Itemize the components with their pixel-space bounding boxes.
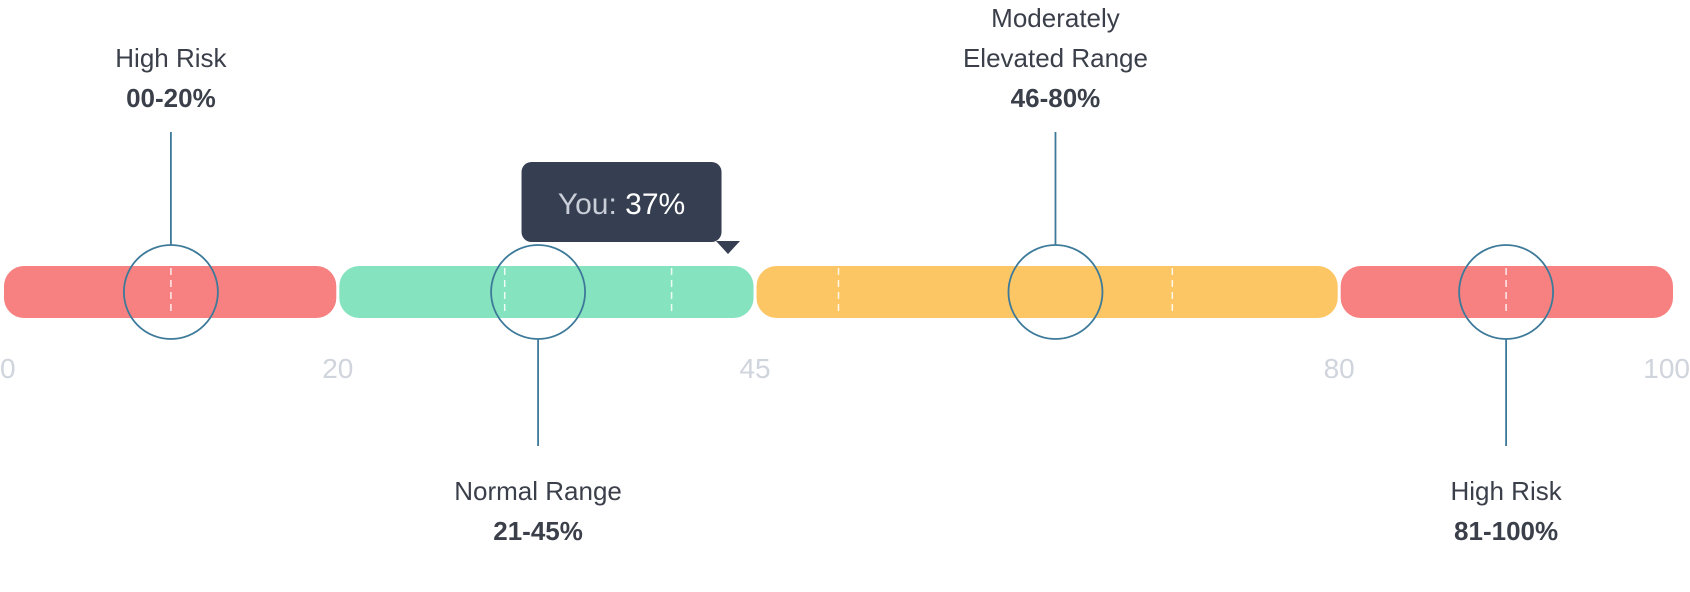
- range-labels: High Risk 00-20% Normal Range 21-45% Moderat…: [115, 3, 1562, 546]
- tick-label-2: 45: [739, 353, 770, 384]
- segment-range-label-3: 81-100%: [1454, 516, 1558, 546]
- segment-label-1: Normal Range: [454, 476, 622, 506]
- tick-label-1: 20: [322, 353, 353, 384]
- indicator-value: 37%: [625, 188, 685, 221]
- segment-range-label-1: 21-45%: [493, 516, 583, 546]
- indicator-label: You:: [558, 188, 625, 221]
- segment-range-label-0: 00-20%: [126, 83, 216, 113]
- indicator-text: You: 37%: [558, 188, 685, 221]
- segment-label-2-line-1: Elevated Range: [963, 43, 1148, 73]
- range-markers: [122, 132, 1554, 446]
- segment-bar-1: [339, 266, 754, 318]
- tick-label-3: 80: [1324, 353, 1355, 384]
- tick-label-4: 100: [1643, 353, 1690, 384]
- axis-ticks: 0 20 45 80 100: [0, 353, 1690, 384]
- segment-label-3: High Risk: [1450, 476, 1562, 506]
- segment-label-2-line-0: Moderately: [991, 3, 1120, 33]
- you-indicator: You: 37%: [521, 162, 740, 254]
- bar-dividers: [170, 268, 1507, 316]
- indicator-box: [521, 162, 722, 242]
- segment-bar-2: [756, 266, 1338, 318]
- segment-label-0: High Risk: [115, 43, 227, 73]
- segment-range-label-2: 46-80%: [1011, 83, 1101, 113]
- tick-label-0: 0: [0, 353, 16, 384]
- indicator-pointer: [716, 241, 740, 254]
